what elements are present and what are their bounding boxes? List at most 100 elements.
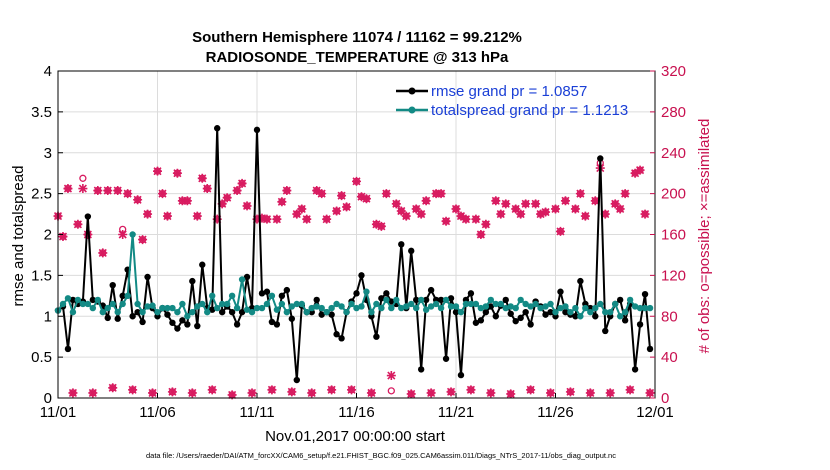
- x-tick-label: 11/01: [40, 404, 76, 421]
- obs-assimilated-point: [441, 216, 451, 226]
- obs-assimilated-point: [381, 189, 391, 199]
- totalspread-point: [184, 313, 191, 320]
- totalspread-point: [547, 300, 554, 308]
- rmse-point: [547, 308, 554, 316]
- obs-assimilated-point: [610, 199, 620, 209]
- totalspread-point: [313, 303, 320, 310]
- obs-assimilated-point: [148, 388, 158, 398]
- rmse-point: [333, 331, 340, 338]
- totalspread-point: [477, 304, 485, 312]
- obs-assimilated-point: [570, 204, 580, 214]
- obs-assimilated-point: [262, 214, 272, 224]
- totalspread-point: [114, 308, 121, 316]
- totalspread-point: [233, 304, 241, 312]
- rmse-point: [293, 376, 300, 384]
- obs-assimilated-point: [585, 388, 595, 398]
- obs-assimilated-point: [317, 189, 327, 199]
- totalspread-point: [303, 308, 310, 316]
- rmse-point: [557, 288, 564, 295]
- rmse-point: [358, 272, 365, 279]
- rmse-point: [636, 321, 644, 328]
- obs-assimilated-point: [635, 165, 645, 175]
- obs-assimilated-point: [575, 189, 585, 199]
- x-tick-label: 11/16: [338, 404, 374, 421]
- obs-assimilated-point: [322, 214, 332, 224]
- y-tick-label: 3.5: [31, 104, 52, 121]
- obs-assimilated-point: [555, 226, 565, 236]
- obs-assimilated-point: [541, 207, 551, 217]
- totalspread-point: [427, 303, 435, 310]
- rmse-point: [243, 273, 251, 281]
- rmse-point: [437, 296, 445, 304]
- obs-assimilated-point: [347, 385, 357, 395]
- totalspread-point: [378, 304, 385, 312]
- totalspread-point: [263, 300, 271, 308]
- obs-assimilated-point: [337, 191, 347, 201]
- rmse-point: [139, 318, 146, 326]
- chart-title: Southern Hemisphere 11074 / 11162 = 99.2…: [192, 29, 522, 46]
- totalspread-point: [522, 300, 529, 308]
- y-right-tick-label: 280: [661, 104, 686, 121]
- totalspread-point: [447, 303, 455, 310]
- obs-assimilated-point: [501, 199, 511, 209]
- totalspread-point: [238, 276, 246, 283]
- obs-assimilated-point: [177, 196, 187, 206]
- obs-assimilated-point: [292, 209, 302, 219]
- totalspread-point: [497, 300, 504, 308]
- obs-assimilated-point: [625, 385, 635, 395]
- totalspread-point: [646, 304, 654, 312]
- rmse-point: [69, 296, 77, 304]
- obs-assimilated-point: [63, 184, 73, 194]
- totalspread-point: [532, 300, 539, 308]
- rmse-point: [189, 277, 196, 285]
- y-right-tick-label: 40: [661, 349, 678, 366]
- obs-assimilated-point: [247, 388, 257, 398]
- obs-assimilated-point: [103, 186, 113, 196]
- totalspread-point: [557, 304, 564, 312]
- totalspread-point: [333, 300, 340, 308]
- legend-label-rmse: rmse grand pr = 1.0857: [431, 83, 587, 100]
- obs-assimilated-point: [172, 168, 182, 178]
- obs-assimilated-point: [282, 186, 292, 196]
- obs-assimilated-point: [421, 196, 431, 206]
- totalspread-point: [129, 231, 136, 238]
- obs-assimilated-point: [521, 199, 531, 209]
- rmse-point: [64, 345, 72, 353]
- rmse-point: [228, 308, 236, 316]
- rmse-point: [338, 335, 345, 342]
- totalspread-point: [59, 300, 67, 308]
- obs-assimilated-point: [297, 204, 307, 214]
- rmse-point: [522, 308, 529, 316]
- obs-assimilated-point: [551, 204, 560, 214]
- y-tick-label: 1.5: [31, 267, 52, 284]
- rmse-point: [502, 296, 509, 304]
- obs-assimilated-point: [356, 192, 366, 202]
- totalspread-point: [552, 308, 559, 316]
- rmse-point: [209, 306, 216, 313]
- axis-ticks: 11/01 11/06 11/11 11/16 11/21 11/26 12/0100.51…: [31, 63, 686, 421]
- obs-assimilated-point: [645, 388, 655, 398]
- totalspread-point: [223, 300, 231, 308]
- obs-assimilated-point: [476, 230, 486, 239]
- rmse-point: [253, 126, 261, 134]
- rmse-point: [472, 319, 480, 326]
- obs-assimilated-point: [486, 388, 496, 398]
- totalspread-point: [373, 300, 380, 308]
- obs-assimilated-point: [93, 186, 103, 196]
- totalspread-point: [124, 292, 131, 300]
- rmse-point: [179, 317, 186, 324]
- obs-assimilated-point: [267, 385, 277, 395]
- rmse-series: [54, 125, 654, 384]
- rmse-point: [263, 288, 271, 295]
- obs-assimilated-point: [113, 186, 123, 196]
- rmse-point: [218, 308, 226, 316]
- rmse-point: [512, 317, 519, 325]
- obs-assimilated-point: [327, 385, 337, 395]
- y-axis-right-label: # of obs: o=possible; ×=assimilated: [696, 119, 713, 354]
- rmse-point: [562, 308, 569, 316]
- obs-assimilated-point: [371, 219, 381, 229]
- totalspread-point: [134, 300, 141, 308]
- y-right-tick-label: 0: [661, 390, 669, 407]
- totalspread-point: [273, 306, 281, 313]
- obs-possible-point: [79, 174, 87, 182]
